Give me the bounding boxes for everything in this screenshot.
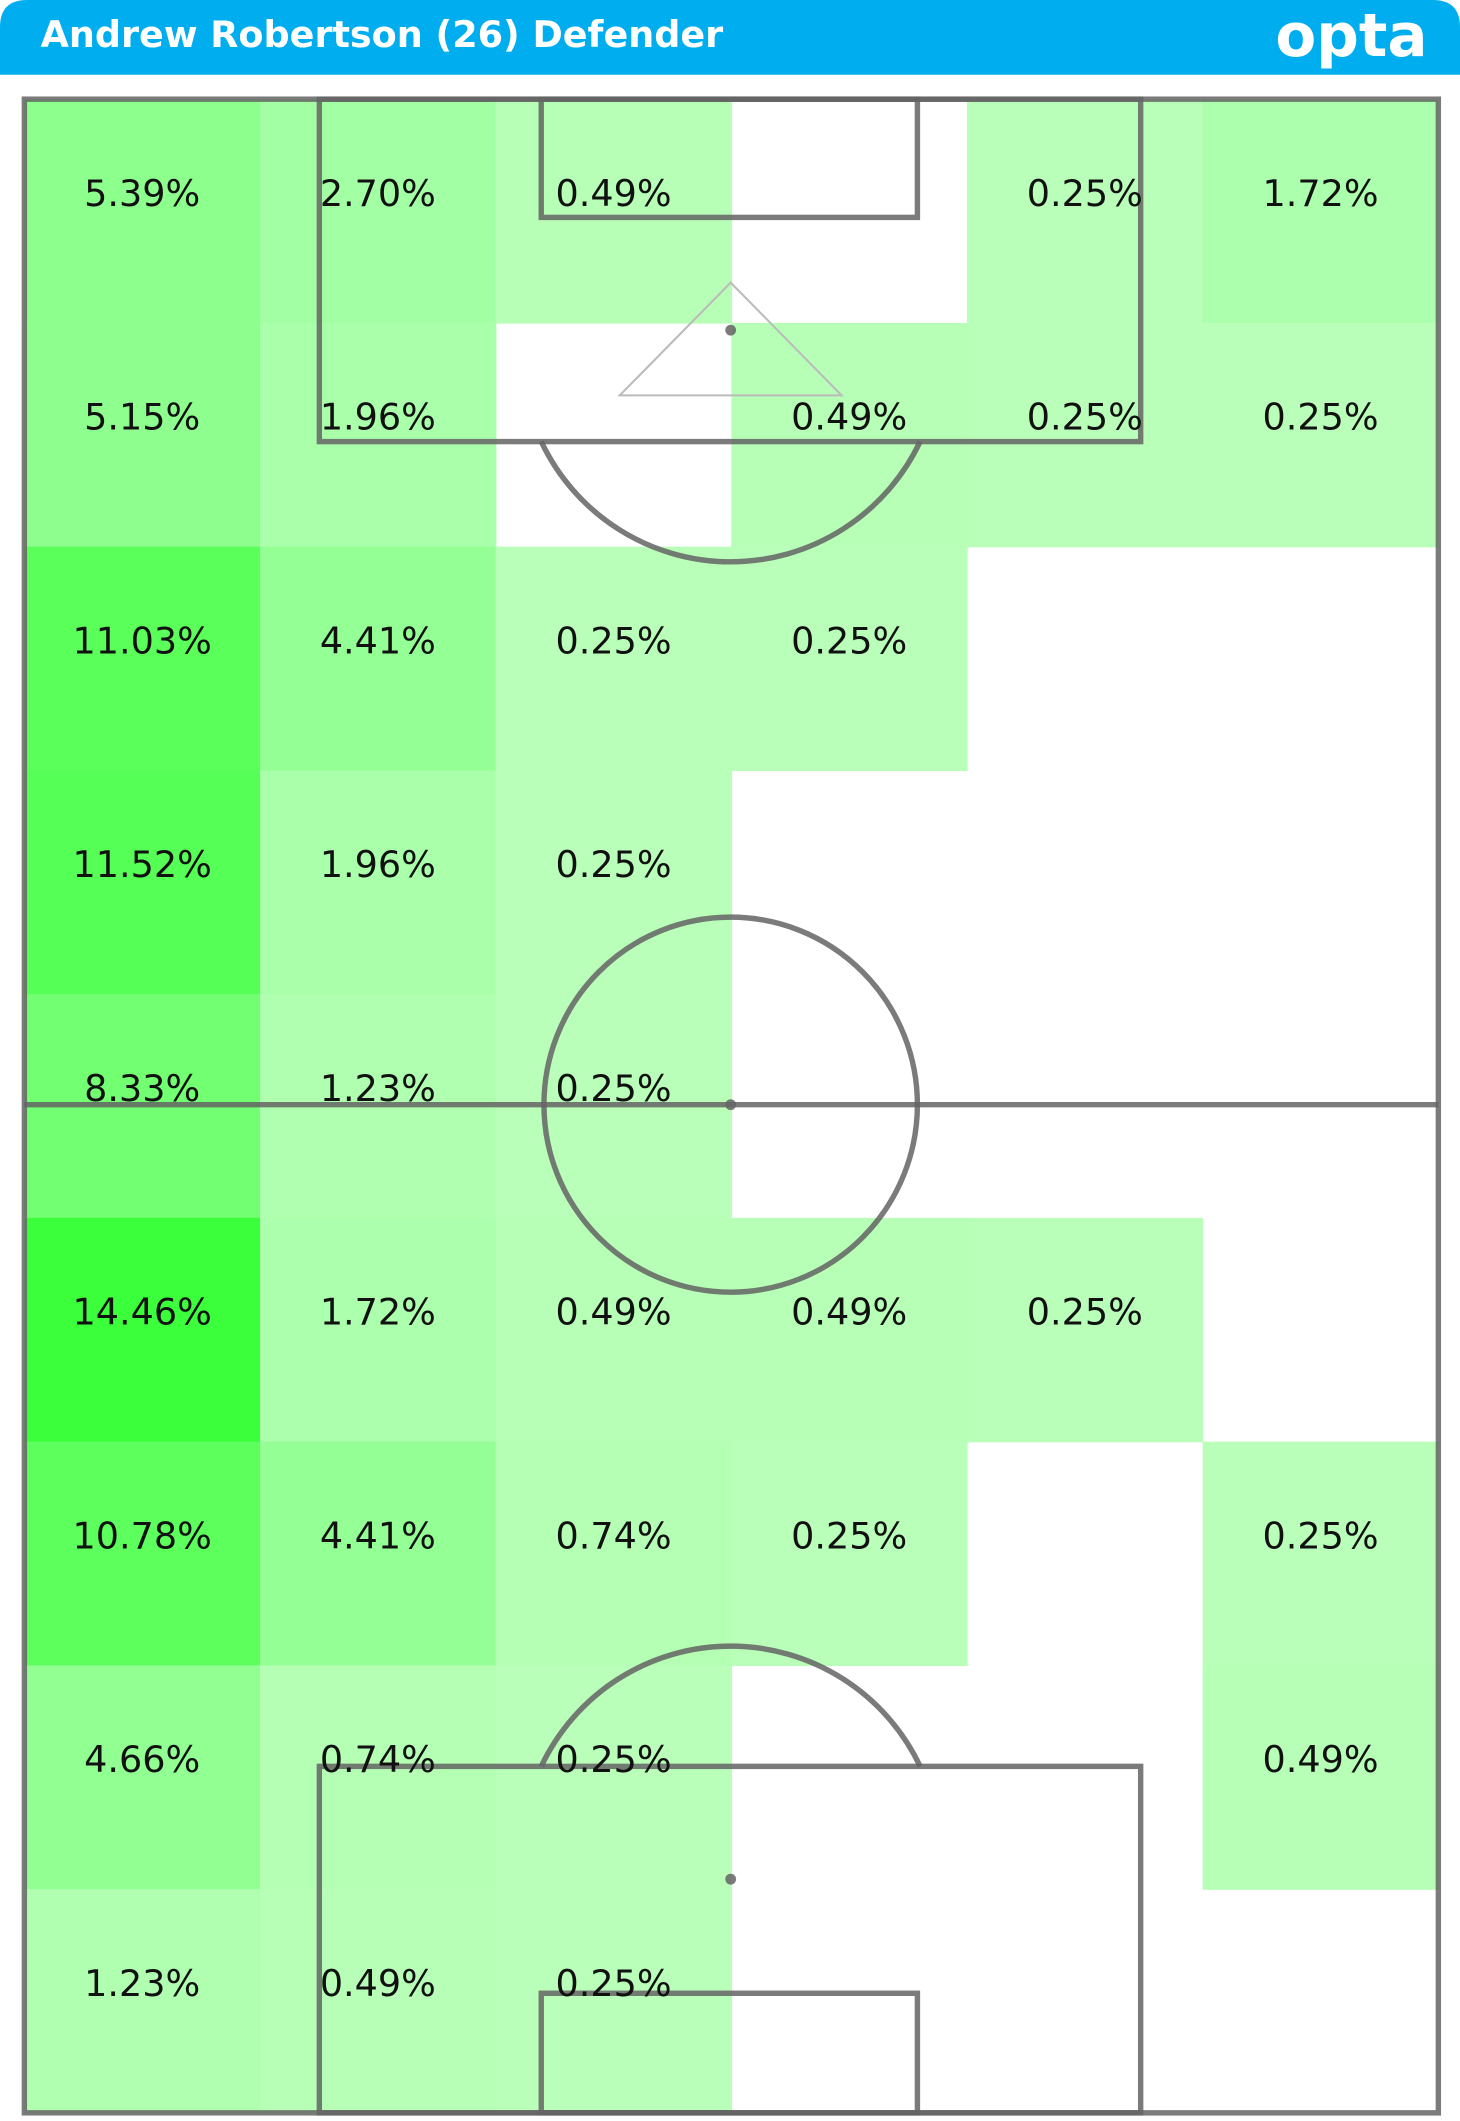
cell-labels: 5.39% 2.70% 0.49% 0.25% 1.72% 5.15% 1.96% 0.49%… <box>73 172 1379 2005</box>
heat-cell <box>260 1441 497 1667</box>
cell-label: 2.70% <box>320 172 436 215</box>
heat-cell <box>495 1889 733 2114</box>
heat-cell <box>260 1889 497 2114</box>
heat-cell <box>731 546 968 772</box>
cell-label: 0.49% <box>791 396 907 439</box>
cell-label: 0.49% <box>555 172 671 215</box>
cell-label: 0.25% <box>555 619 671 662</box>
penalty-arc <box>538 440 923 565</box>
chart-title: Andrew Robertson (26) Defender <box>41 13 724 56</box>
cell-label: 5.15% <box>84 396 200 439</box>
heat-cell <box>731 1441 968 1667</box>
heat-cell <box>260 322 497 548</box>
center-circle <box>541 914 921 1295</box>
pitch-lines <box>21 96 1442 2116</box>
heat-cell <box>24 1441 261 1667</box>
cell-label: 0.49% <box>1262 1738 1378 1781</box>
heat-cell <box>24 546 261 772</box>
heat-cell <box>1202 322 1440 548</box>
heat-cell <box>260 1665 497 1890</box>
cell-label: 5.39% <box>84 172 200 215</box>
cell-label: 8.33% <box>84 1067 200 1110</box>
cell-label: 0.25% <box>1027 396 1143 439</box>
heat-cell <box>24 99 261 324</box>
heat-cell <box>1202 99 1440 324</box>
cell-label: 4.41% <box>320 619 436 662</box>
heat-cell <box>24 1217 261 1443</box>
heat-cell <box>967 1217 1204 1443</box>
heat-cell <box>495 1217 733 1443</box>
heat-cell <box>260 546 497 772</box>
cell-label: 1.96% <box>320 843 436 886</box>
header-bar <box>0 0 1460 75</box>
heat-cell <box>495 99 733 324</box>
heat-cell <box>731 1217 968 1443</box>
heat-cell <box>967 322 1204 548</box>
heat-cell <box>731 322 968 548</box>
triangle-marker <box>617 281 845 397</box>
cell-label: 10.78% <box>73 1514 212 1557</box>
heat-cell <box>495 546 733 772</box>
cell-label: 0.25% <box>791 1514 907 1557</box>
cell-label: 0.74% <box>555 1514 671 1557</box>
penalty-spot <box>725 324 737 336</box>
cell-label: 0.49% <box>555 1291 671 1334</box>
six-yard-box <box>538 96 921 221</box>
cell-label: 4.66% <box>84 1738 200 1781</box>
cell-label: 1.23% <box>84 1962 200 2005</box>
cell-label: 1.72% <box>320 1291 436 1334</box>
heat-cell <box>260 770 497 995</box>
cell-label: 0.49% <box>791 1291 907 1334</box>
cell-label: 0.25% <box>1262 1514 1378 1557</box>
heat-cell <box>260 1217 497 1443</box>
cell-label: 11.03% <box>73 619 212 662</box>
cell-label: 1.96% <box>320 396 436 439</box>
heat-cell <box>24 770 261 995</box>
cell-label: 0.25% <box>1262 396 1378 439</box>
cell-label: 4.41% <box>320 1514 436 1557</box>
heat-cell <box>260 99 497 324</box>
cell-label: 0.25% <box>555 843 671 886</box>
heat-cell <box>967 99 1204 324</box>
penalty-arc <box>538 1643 923 1768</box>
cell-label: 0.25% <box>555 1067 671 1110</box>
heat-cell <box>24 1889 261 2114</box>
cell-label: 0.74% <box>320 1738 436 1781</box>
cell-label: 1.23% <box>320 1067 436 1110</box>
cell-label: 14.46% <box>73 1291 212 1334</box>
cell-label: 0.25% <box>555 1962 671 2005</box>
cell-label: 0.25% <box>1027 172 1143 215</box>
heat-cell <box>495 1665 733 1890</box>
cell-label: 0.25% <box>1027 1291 1143 1334</box>
penalty-spot <box>725 1873 737 1885</box>
heat-cell <box>1202 1665 1440 1890</box>
cell-label: 0.25% <box>555 1738 671 1781</box>
six-yard-box <box>538 1990 921 2116</box>
cell-label: 0.25% <box>791 619 907 662</box>
heat-cell <box>1202 1441 1440 1667</box>
cell-label: 11.52% <box>73 843 212 886</box>
heat-cell <box>24 1665 261 1890</box>
brand-logo: opta <box>1275 2 1427 71</box>
cell-label: 0.49% <box>320 1962 436 2005</box>
center-spot <box>725 1099 737 1111</box>
heat-cell <box>495 1441 733 1667</box>
cell-label: 1.72% <box>1262 172 1378 215</box>
heat-cell <box>24 322 261 548</box>
